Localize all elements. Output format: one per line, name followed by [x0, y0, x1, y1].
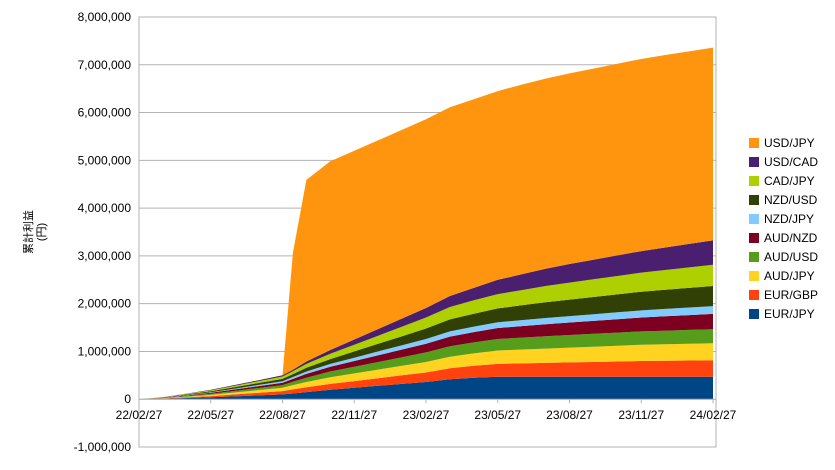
legend-swatch: [749, 157, 759, 167]
x-tick-label: 22/08/27: [259, 408, 306, 422]
legend-label: CAD/JPY: [764, 174, 815, 188]
y-tick-label: 3,000,000: [78, 249, 132, 263]
y-tick-label: 5,000,000: [78, 153, 132, 167]
stacked-areas: [139, 47, 713, 400]
x-tick-label: 23/05/27: [474, 408, 521, 422]
legend-label: AUD/USD: [764, 250, 818, 264]
y-tick-label: 6,000,000: [78, 106, 132, 120]
x-tick-label: 23/11/27: [618, 408, 664, 422]
x-tick-label: 22/02/27: [116, 408, 163, 422]
area-eur-jpy: [139, 376, 713, 400]
area-nzd-usd: [139, 286, 713, 400]
legend-label: NZD/JPY: [764, 212, 814, 226]
plot-frame: [138, 16, 717, 448]
area-usd-cad: [139, 240, 713, 400]
x-tick-label: 24/02/27: [690, 408, 737, 422]
area-aud-jpy: [139, 343, 713, 400]
legend-label: EUR/JPY: [764, 307, 815, 321]
legend-swatch: [749, 233, 759, 243]
x-tick-label: 23/02/27: [403, 408, 450, 422]
legend-label: USD/CAD: [764, 155, 818, 169]
legend-swatch: [749, 138, 759, 148]
area-nzd-jpy: [139, 306, 713, 400]
legend-swatch: [749, 290, 759, 300]
y-tick-label: 4,000,000: [78, 201, 132, 215]
legend-swatch: [749, 195, 759, 205]
legend-swatch: [749, 252, 759, 262]
y-tick-label: -1,000,000: [74, 440, 132, 454]
legend-label: AUD/JPY: [764, 269, 815, 283]
axes: -1,000,000 0 1,000,000 2,000,000 3,000,000 4,…: [74, 10, 737, 454]
x-tick-label: 22/05/27: [187, 408, 234, 422]
y-tick-label: 8,000,000: [78, 10, 132, 24]
area-aud-nzd: [139, 313, 713, 400]
y-axis-label: 累計利益: [21, 210, 35, 254]
area-cad-jpy: [139, 264, 713, 400]
legend-label: EUR/GBP: [764, 288, 818, 302]
legend-label: NZD/USD: [764, 193, 818, 207]
legend: USD/JPY USD/CAD CAD/JPY NZD/USD NZD/JPY AUD/N…: [749, 136, 818, 321]
area-aud-usd: [139, 329, 713, 400]
area-usd-jpy: [139, 47, 713, 400]
y-tick-label: 1,000,000: [78, 344, 132, 358]
x-tick-label: 22/11/27: [331, 408, 377, 422]
y-tick-label: 0: [124, 392, 131, 406]
legend-swatch: [749, 309, 759, 319]
area-eur-gbp: [139, 360, 713, 400]
x-tick-label: 23/08/27: [546, 408, 593, 422]
y-tick-label: 2,000,000: [78, 297, 132, 311]
legend-label: USD/JPY: [764, 136, 815, 150]
legend-swatch: [749, 176, 759, 186]
legend-swatch: [749, 271, 759, 281]
y-tick-label: 7,000,000: [78, 58, 132, 72]
y-axis-label-unit: (円): [36, 223, 48, 241]
legend-swatch: [749, 214, 759, 224]
legend-label: AUD/NZD: [764, 231, 818, 245]
